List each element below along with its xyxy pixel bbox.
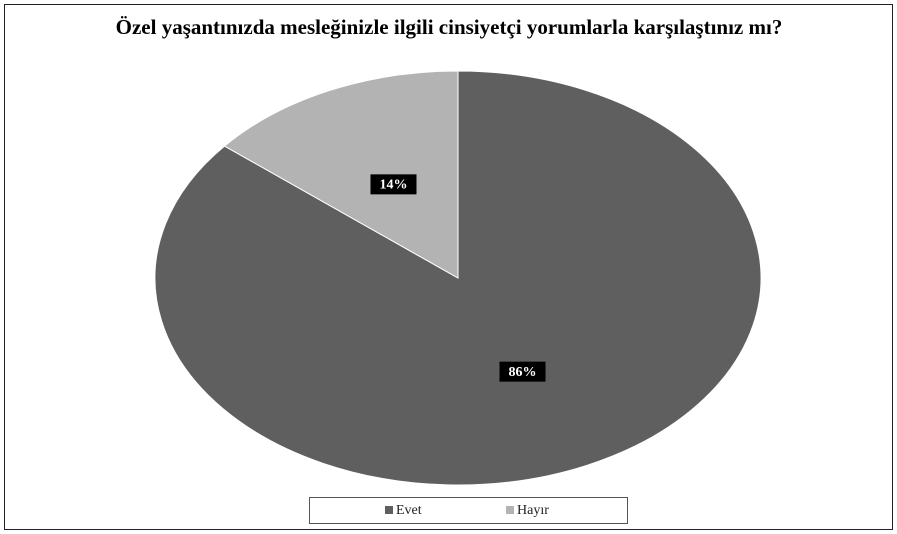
legend-label: Hayır	[517, 503, 549, 518]
data-label: 86%	[509, 365, 537, 380]
legend-box	[309, 497, 628, 524]
data-label-box	[499, 361, 546, 382]
data-label: 14%	[379, 178, 407, 193]
legend-swatch	[506, 506, 514, 514]
chart-title: Özel yaşantınızda mesleğinizle ilgili ci…	[115, 15, 783, 39]
legend-swatch	[385, 506, 393, 514]
legend-label: Evet	[396, 503, 422, 518]
pie-slice	[223, 70, 459, 279]
data-label-box	[370, 174, 417, 195]
